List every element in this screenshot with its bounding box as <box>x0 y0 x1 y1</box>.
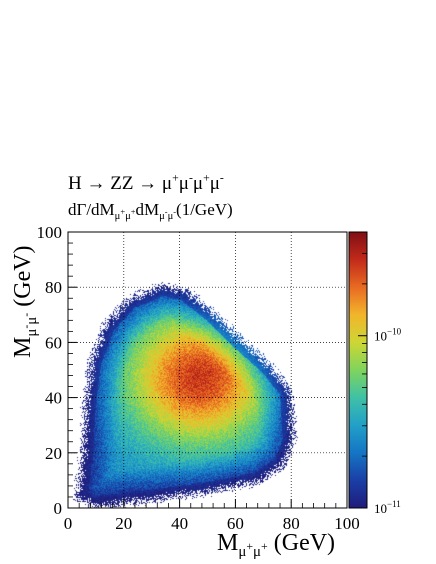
y-tick-label: 100 <box>37 223 63 242</box>
y-tick-label: 60 <box>45 333 62 352</box>
x-tick-label: 60 <box>227 514 244 533</box>
y-tick-label: 40 <box>45 389 62 408</box>
colorbar <box>348 231 368 509</box>
chart-title-line1: H → ZZ → μ+μ-μ+μ- <box>68 171 224 194</box>
x-axis-ticks: 0 20 40 60 80 100 <box>64 499 360 533</box>
y-tick-label: 0 <box>54 499 63 518</box>
x-tick-label: 40 <box>171 514 188 533</box>
plot-frame <box>67 231 348 509</box>
y-tick-label: 20 <box>45 444 62 463</box>
colorbar-tick-label: 10−11 <box>374 499 401 516</box>
colorbar-ticks: 10−10 10−11 <box>358 231 402 516</box>
y-tick-label: 80 <box>45 278 62 297</box>
colorbar-tick-label: 10−10 <box>374 327 402 344</box>
x-tick-label: 20 <box>115 514 132 533</box>
density-heatmap <box>68 232 347 508</box>
x-axis-title: Mμ+μ+ (GeV) <box>217 530 336 560</box>
x-tick-label: 80 <box>283 514 300 533</box>
x-tick-label: 0 <box>64 514 73 533</box>
chart-title-line2: dΓ/dMμ+μ+dMμ-μ-(1/GeV) <box>68 200 233 223</box>
x-tick-label: 100 <box>334 514 360 533</box>
y-axis-ticks: 0 20 40 60 80 100 <box>37 223 77 518</box>
grid-lines <box>68 232 347 508</box>
